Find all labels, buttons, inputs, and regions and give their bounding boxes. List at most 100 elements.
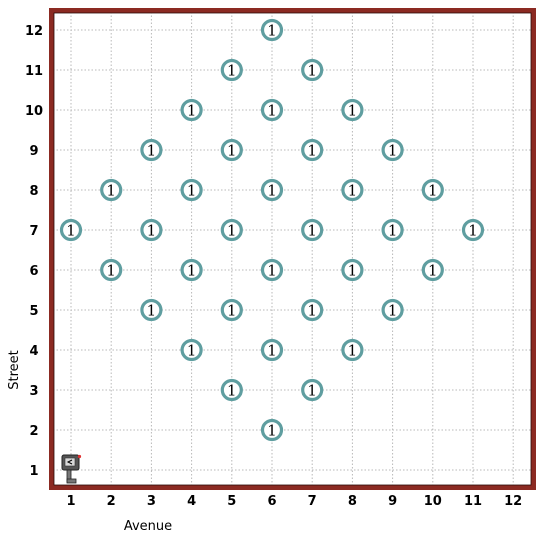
beeper-count: 1	[147, 302, 157, 320]
beeper: 1	[341, 338, 364, 362]
beeper-icon	[301, 298, 324, 322]
beeper-count: 1	[428, 262, 438, 280]
beeper: 1	[341, 258, 364, 282]
beeper: 1	[341, 178, 364, 202]
beeper-icon	[260, 18, 284, 42]
beeper-count: 1	[267, 182, 277, 200]
beeper-icon	[180, 178, 203, 202]
beeper-icon	[180, 258, 203, 282]
beeper-count: 1	[307, 142, 317, 160]
beeper: 1	[140, 138, 163, 162]
beeper: 1	[301, 298, 324, 322]
beeper-icon	[341, 178, 364, 202]
beeper-icon	[421, 178, 444, 202]
avenue-label: 7	[308, 494, 317, 509]
avenue-label: 11	[464, 494, 482, 509]
beeper-count: 1	[227, 302, 237, 320]
world-walls	[49, 8, 536, 490]
beeper-count: 1	[66, 222, 76, 240]
y-axis-title: Street	[7, 350, 22, 390]
beeper-icon	[180, 98, 203, 122]
beeper: 1	[260, 178, 284, 202]
beeper: 1	[421, 178, 444, 202]
avenue-label: 9	[388, 494, 397, 509]
beeper-icon	[220, 298, 243, 322]
avenue-label: 4	[187, 494, 196, 509]
beeper: 1	[260, 18, 284, 42]
beeper: 1	[260, 98, 284, 122]
beeper-icon	[220, 138, 243, 162]
beeper: 1	[180, 258, 203, 282]
beeper-count: 1	[227, 142, 237, 160]
street-label: 1	[29, 464, 38, 479]
beeper: 1	[301, 138, 324, 162]
beeper-count: 1	[267, 102, 277, 120]
beeper-count: 1	[187, 182, 197, 200]
beeper-icon	[260, 418, 284, 442]
beeper: 1	[220, 58, 243, 82]
beeper-count: 1	[106, 182, 116, 200]
beeper-icon	[59, 218, 83, 242]
outer-wall-edge	[53, 12, 532, 486]
street-label: 7	[29, 224, 38, 239]
beeper: 1	[341, 98, 364, 122]
beeper-icon	[260, 178, 284, 202]
beeper-count: 1	[388, 142, 398, 160]
beeper-count: 1	[187, 102, 197, 120]
beeper-layer: 1 1 1 1 1 1 1 1 1 1 1 1 1 1 1 1 1 1 1 1 1 1 1 1 1 1 1 1 1 1 1 1 1 1 1 1	[59, 18, 485, 442]
beeper-count: 1	[267, 422, 277, 440]
beeper-icon	[140, 298, 163, 322]
beeper-count: 1	[388, 222, 398, 240]
beeper-count: 1	[428, 182, 438, 200]
beeper-count: 1	[267, 22, 277, 40]
beeper: 1	[421, 258, 444, 282]
beeper-count: 1	[187, 342, 197, 360]
beeper: 1	[220, 218, 243, 242]
beeper: 1	[381, 218, 404, 242]
beeper-count: 1	[348, 102, 358, 120]
beeper-icon	[381, 298, 404, 322]
beeper-icon	[461, 218, 485, 242]
street-label: 10	[25, 104, 43, 119]
beeper: 1	[59, 218, 83, 242]
beeper: 1	[100, 178, 123, 202]
beeper-count: 1	[147, 142, 157, 160]
beeper: 1	[220, 298, 243, 322]
beeper-icon	[260, 338, 284, 362]
beeper: 1	[301, 218, 324, 242]
beeper-count: 1	[307, 222, 317, 240]
beeper-count: 1	[267, 262, 277, 280]
robot-layer	[61, 454, 82, 484]
beeper-count: 1	[388, 302, 398, 320]
beeper-count: 1	[227, 62, 237, 80]
street-label: 11	[25, 64, 43, 79]
avenue-label: 3	[147, 494, 156, 509]
beeper-count: 1	[468, 222, 478, 240]
beeper-icon	[381, 218, 404, 242]
beeper: 1	[381, 298, 404, 322]
street-label: 5	[29, 304, 38, 319]
beeper: 1	[220, 138, 243, 162]
beeper-count: 1	[147, 222, 157, 240]
grid-lines	[53, 12, 532, 486]
beeper-icon	[220, 58, 243, 82]
beeper: 1	[140, 298, 163, 322]
beeper: 1	[381, 138, 404, 162]
street-label: 4	[29, 344, 38, 359]
beeper: 1	[260, 338, 284, 362]
beeper-icon	[100, 178, 123, 202]
beeper: 1	[301, 378, 324, 402]
avenue-label: 1	[66, 494, 75, 509]
street-label: 12	[25, 24, 43, 39]
beeper-icon	[421, 258, 444, 282]
street-label: 6	[29, 264, 38, 279]
street-label: 2	[29, 424, 38, 439]
beeper-icon	[301, 218, 324, 242]
beeper-count: 1	[348, 182, 358, 200]
beeper: 1	[301, 58, 324, 82]
beeper-icon	[341, 98, 364, 122]
beeper-count: 1	[348, 262, 358, 280]
beeper-count: 1	[187, 262, 197, 280]
